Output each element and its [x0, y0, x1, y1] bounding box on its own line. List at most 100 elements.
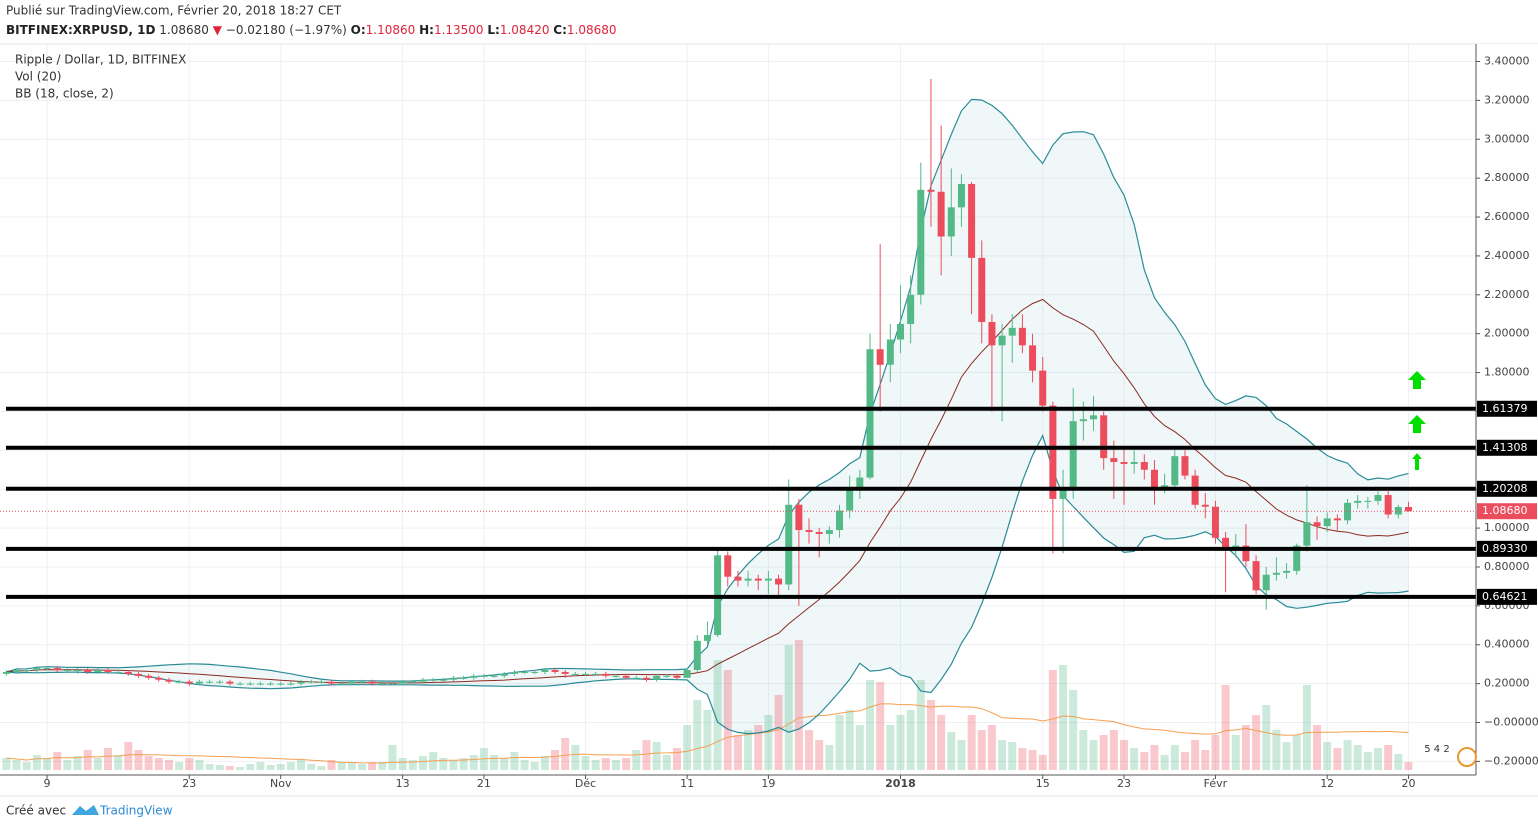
- last: 1.08680: [159, 23, 209, 37]
- arrow-up: [1412, 453, 1422, 470]
- volume-bar: [1282, 742, 1291, 770]
- volume-bar: [1394, 754, 1403, 770]
- candle-body: [886, 339, 894, 365]
- candle-body: [439, 679, 447, 681]
- volume-bar: [713, 660, 722, 770]
- volume-bar: [703, 710, 712, 770]
- volume-bar: [540, 756, 549, 770]
- volume-bar: [662, 755, 671, 770]
- candle-body: [795, 504, 803, 531]
- candle-body: [449, 677, 457, 680]
- volume-bar: [1292, 735, 1301, 770]
- candle-body: [1130, 461, 1138, 464]
- candle-body: [368, 681, 376, 684]
- volume-bar: [246, 764, 255, 770]
- candle-body: [2, 671, 10, 674]
- change: −0.02180 (−1.97%): [226, 23, 347, 37]
- candle-body: [1018, 327, 1026, 346]
- candle-body: [13, 670, 21, 672]
- level-tag: [1477, 400, 1537, 417]
- candle-body: [43, 668, 51, 670]
- ohlc-key: O:: [351, 23, 366, 37]
- volume-bar: [926, 700, 935, 770]
- y-tick-label: −0.00000: [1484, 716, 1538, 729]
- volume-bar: [591, 760, 600, 770]
- volume-bar: [1170, 745, 1179, 770]
- arrow: ▼: [213, 23, 223, 37]
- y-tick-label: 2.00000: [1484, 327, 1530, 340]
- level-label: 0.64621: [1482, 590, 1528, 603]
- icon: [1457, 747, 1477, 767]
- ohlc-key: C:: [553, 23, 567, 37]
- level-tag: [1477, 588, 1537, 605]
- candle-body: [1008, 327, 1016, 336]
- volume-bar: [104, 748, 112, 770]
- volume-bar: [845, 710, 854, 770]
- volume-bar: [215, 765, 224, 770]
- candle-body: [764, 578, 772, 581]
- candle-body: [846, 487, 854, 511]
- x-tick-label: Févr: [1204, 777, 1228, 790]
- candle-body: [602, 673, 610, 676]
- x-tick-label: Nov: [270, 777, 292, 790]
- candle-body: [338, 683, 346, 685]
- candle-body: [23, 670, 31, 672]
- volume-bar: [530, 762, 539, 770]
- volume-bar: [1384, 745, 1393, 770]
- volume-bar: [1069, 690, 1078, 770]
- volume-bar: [347, 762, 356, 770]
- candle-body: [460, 677, 468, 679]
- candle-body: [246, 683, 254, 685]
- volume-bar: [1323, 742, 1332, 770]
- volume-bar: [73, 756, 82, 770]
- candle-body: [63, 670, 71, 672]
- footer-created: Créé avec: [6, 804, 66, 818]
- candle-body: [165, 679, 173, 682]
- y-tick-label: 2.80000: [1484, 171, 1530, 184]
- candle-body: [683, 670, 691, 678]
- x-tick-label: 12: [1320, 777, 1334, 790]
- volume-bar: [581, 756, 590, 770]
- volume-bar: [1302, 685, 1311, 770]
- volume-bar: [398, 758, 407, 770]
- candle-body: [785, 504, 793, 585]
- ohlc-key: H:: [419, 23, 434, 37]
- volume-bar: [561, 738, 570, 770]
- volume-bar: [825, 745, 834, 770]
- candle-body: [1333, 518, 1341, 521]
- volume-bar: [256, 762, 265, 770]
- volume-bar: [1120, 740, 1128, 770]
- volume-bar: [672, 748, 681, 770]
- volume-bar: [32, 755, 41, 770]
- ohlc-value: 1.08420: [500, 23, 550, 37]
- candle-body: [1079, 419, 1087, 422]
- symbol-line: BITFINEX:XRPUSD, 1D 1.08680 ▼ −0.02180 (…: [6, 23, 617, 37]
- volume-bar: [1241, 725, 1250, 770]
- candle-body: [561, 671, 569, 674]
- volume-bar: [1130, 748, 1139, 770]
- candle-body: [277, 683, 285, 685]
- volume-bar: [987, 725, 996, 770]
- candle-body: [1161, 485, 1169, 488]
- candle-body: [256, 683, 264, 685]
- candle-body: [896, 323, 904, 340]
- x-tick-label: Déc: [575, 777, 596, 790]
- candle-body: [216, 681, 224, 683]
- candle-body: [724, 555, 732, 577]
- candle-body: [653, 675, 661, 680]
- candle-body: [175, 681, 183, 683]
- volume-bar: [134, 750, 143, 770]
- ohlc-key: L:: [487, 23, 499, 37]
- volume-bar: [459, 758, 468, 770]
- candle-body: [1283, 570, 1291, 573]
- volume-bar: [1313, 725, 1322, 770]
- candle-body: [632, 677, 640, 679]
- arrow-up: [1408, 371, 1426, 389]
- volume-bar: [1272, 730, 1281, 770]
- volume-bar: [164, 760, 173, 770]
- volume-bar: [601, 758, 610, 770]
- candle-body: [114, 671, 122, 673]
